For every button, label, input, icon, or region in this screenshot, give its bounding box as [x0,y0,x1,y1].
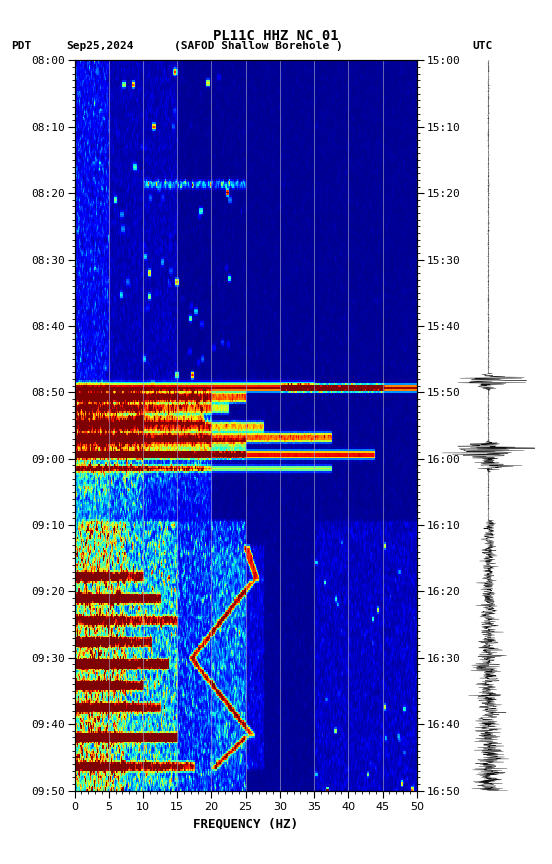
Text: UTC: UTC [472,41,492,52]
Text: PL11C HHZ NC 01: PL11C HHZ NC 01 [213,29,339,43]
Text: PDT: PDT [11,41,31,52]
Text: (SAFOD Shallow Borehole ): (SAFOD Shallow Borehole ) [174,41,343,52]
Text: Sep25,2024: Sep25,2024 [66,41,134,52]
X-axis label: FREQUENCY (HZ): FREQUENCY (HZ) [193,818,298,831]
